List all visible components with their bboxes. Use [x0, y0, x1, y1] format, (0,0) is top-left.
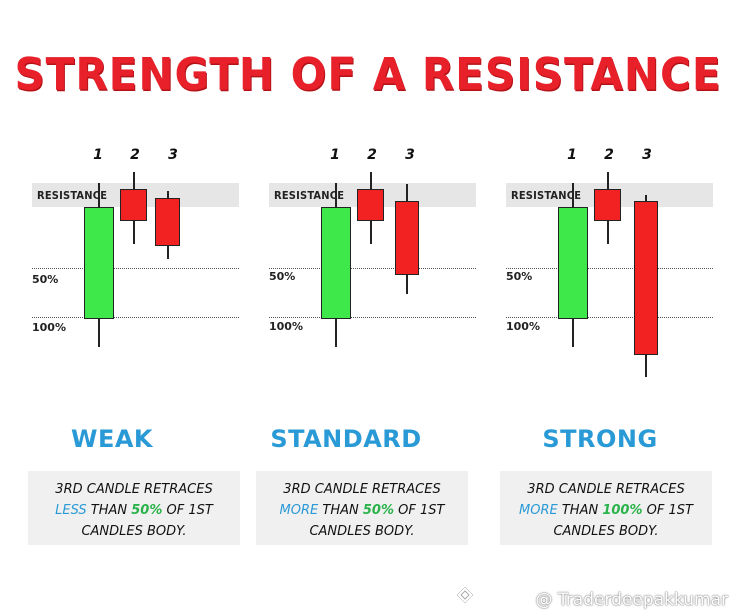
candle-number-1: 1: [567, 147, 577, 163]
candle-number-3: 3: [405, 147, 415, 163]
resistance-label: RESISTANCE: [274, 189, 345, 202]
resistance-label: RESISTANCE: [511, 189, 582, 202]
of-first-text: OF 1ST: [398, 503, 445, 518]
candle-diagram-standard: 1 2 3 RESISTANCE 50% 100%: [269, 140, 489, 385]
candle-diagram-weak: 1 2 3 RESISTANCE 50% 100%: [32, 140, 252, 385]
level-100-line: [32, 317, 239, 318]
resistance-label: RESISTANCE: [37, 189, 108, 202]
description-weak: 3RD CANDLE RETRACES LESS THAN 50% OF 1ST…: [28, 471, 240, 545]
candle-2-body: [120, 189, 147, 221]
candle-diagram-strong: 1 2 3 RESISTANCE 50% 100%: [506, 140, 726, 385]
description-line-3: CANDLES BODY.: [309, 524, 415, 539]
description-line-3: CANDLES BODY.: [553, 524, 659, 539]
description-line-2: LESS THAN 50% OF 1ST: [28, 500, 240, 521]
comparison-word: LESS: [55, 503, 87, 518]
candle-1-body: [321, 207, 351, 319]
level-100-label: 100%: [32, 321, 66, 334]
candle-3-body: [155, 198, 180, 246]
description-line-3: CANDLES BODY.: [81, 524, 187, 539]
candle-1-body: [84, 207, 114, 319]
level-100-line: [506, 317, 713, 318]
candle-2-body: [357, 189, 384, 221]
description-strong: 3RD CANDLE RETRACES MORE THAN 100% OF 1S…: [500, 471, 712, 545]
candle-number-2: 2: [130, 147, 140, 163]
candle-number-3: 3: [642, 147, 652, 163]
level-50-line: [269, 268, 476, 269]
watermark: @ Traderdeepakkumar: [535, 590, 728, 610]
level-50-line: [506, 268, 713, 269]
percent-value: 50%: [131, 503, 163, 518]
level-50-line: [32, 268, 239, 269]
level-50-label: 50%: [506, 270, 533, 283]
candle-number-2: 2: [604, 147, 614, 163]
candle-number-2: 2: [367, 147, 377, 163]
level-50-label: 50%: [269, 270, 296, 283]
level-100-line: [269, 317, 476, 318]
description-line-2: MORE THAN 100% OF 1ST: [500, 500, 712, 521]
candle-3-body: [634, 201, 658, 355]
description-line-1: 3RD CANDLE RETRACES: [527, 482, 685, 497]
candle-2-body: [594, 189, 621, 221]
candle-1-body: [558, 207, 588, 319]
level-50-label: 50%: [32, 273, 59, 286]
level-100-label: 100%: [269, 320, 303, 333]
candle-number-1: 1: [330, 147, 340, 163]
description-line-1: 3RD CANDLE RETRACES: [283, 482, 441, 497]
strength-label-weak: WEAK: [70, 425, 154, 453]
description-line-1: 3RD CANDLE RETRACES: [55, 482, 213, 497]
description-standard: 3RD CANDLE RETRACES MORE THAN 50% OF 1ST…: [256, 471, 468, 545]
percent-value: 50%: [362, 503, 394, 518]
description-line-2: MORE THAN 50% OF 1ST: [256, 500, 468, 521]
page-title: STRENGTH OF A RESISTANCE: [14, 48, 722, 101]
of-first-text: OF 1ST: [166, 503, 213, 518]
candle-number-3: 3: [168, 147, 178, 163]
strength-label-standard: STANDARD: [270, 425, 422, 453]
than-word: THAN: [322, 503, 359, 518]
of-first-text: OF 1ST: [646, 503, 693, 518]
comparison-word: MORE: [279, 503, 319, 518]
level-100-label: 100%: [506, 320, 540, 333]
strength-label-strong: STRONG: [542, 425, 658, 453]
candle-number-1: 1: [93, 147, 103, 163]
than-word: THAN: [561, 503, 599, 518]
candle-3-body: [395, 201, 419, 275]
watermark-logo-icon: [456, 586, 474, 604]
than-word: THAN: [90, 503, 128, 518]
percent-value: 100%: [602, 503, 643, 518]
comparison-word: MORE: [519, 503, 558, 518]
